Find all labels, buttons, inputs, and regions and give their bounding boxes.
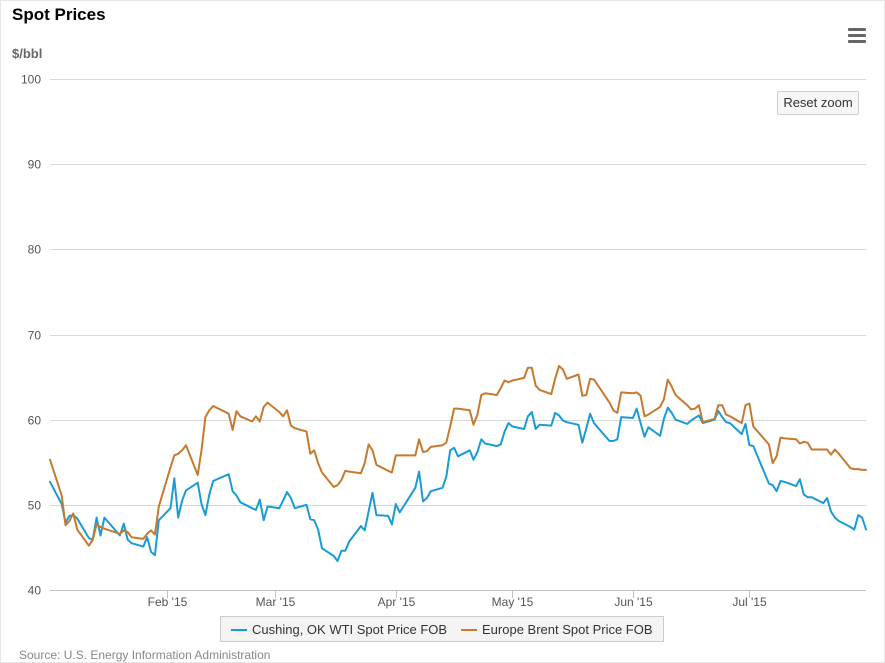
y-tick-label: 70 <box>28 329 42 343</box>
chart-menu-button[interactable] <box>846 26 868 46</box>
y-tick-label: 100 <box>21 73 41 87</box>
x-tick-label: Jul '15 <box>732 595 767 609</box>
legend: Cushing, OK WTI Spot Price FOB Europe Br… <box>220 616 664 642</box>
series-line-brent[interactable] <box>49 365 867 547</box>
hamburger-menu-icon-bar <box>848 34 866 37</box>
x-tick-label: May '15 <box>492 595 534 609</box>
legend-swatch-brent <box>461 628 477 631</box>
source-note: Source: U.S. Energy Information Administ… <box>19 648 271 662</box>
x-tick-label: Mar '15 <box>256 595 296 609</box>
series-line-wti[interactable] <box>49 406 867 562</box>
y-tick-label: 60 <box>28 414 42 428</box>
grid-layer <box>50 79 866 591</box>
x-tick-label: Feb '15 <box>148 595 188 609</box>
y-axis-unit-label: $/bbl <box>12 46 43 61</box>
chart-title: Spot Prices <box>12 5 106 24</box>
legend-label-brent: Europe Brent Spot Price FOB <box>482 622 653 637</box>
hamburger-menu-icon-bar <box>848 40 866 43</box>
series-layer <box>49 365 867 562</box>
legend-label-wti: Cushing, OK WTI Spot Price FOB <box>252 622 448 637</box>
legend-item-wti[interactable]: Cushing, OK WTI Spot Price FOB <box>231 622 447 637</box>
x-tick-label: Jun '15 <box>614 595 653 609</box>
axis-layer: 40 50 60 70 80 90 100 Feb '15 Mar '15 Apr '15 May … <box>21 73 767 610</box>
x-tick-label: Apr '15 <box>378 595 416 609</box>
reset-zoom-button[interactable]: Reset zoom <box>777 91 859 115</box>
legend-swatch-wti <box>231 628 247 631</box>
y-tick-label: 50 <box>28 499 42 513</box>
hamburger-menu-icon <box>848 28 866 31</box>
y-tick-label: 80 <box>28 243 42 257</box>
y-tick-label: 90 <box>28 158 42 172</box>
y-tick-label: 40 <box>28 584 42 598</box>
legend-item-brent[interactable]: Europe Brent Spot Price FOB <box>461 622 653 637</box>
